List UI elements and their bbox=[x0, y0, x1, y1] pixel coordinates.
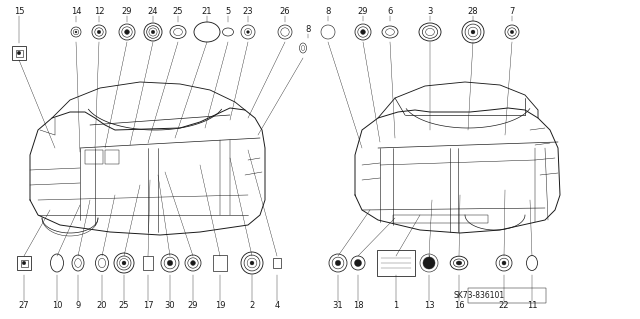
Text: 16: 16 bbox=[454, 300, 464, 309]
Bar bbox=[143, 256, 153, 270]
Text: 25: 25 bbox=[119, 300, 129, 309]
Circle shape bbox=[75, 31, 77, 33]
Text: 1: 1 bbox=[394, 300, 399, 309]
Bar bbox=[12, 46, 26, 60]
Text: 6: 6 bbox=[387, 8, 393, 17]
Text: 5: 5 bbox=[225, 8, 230, 17]
Text: 30: 30 bbox=[164, 300, 175, 309]
Text: 20: 20 bbox=[97, 300, 108, 309]
Bar bbox=[393, 215, 488, 223]
Text: 28: 28 bbox=[468, 8, 478, 17]
Bar bbox=[377, 250, 415, 276]
Circle shape bbox=[502, 261, 506, 265]
Text: 8: 8 bbox=[325, 8, 331, 17]
Text: 17: 17 bbox=[143, 300, 154, 309]
Text: 13: 13 bbox=[424, 300, 435, 309]
Text: 2: 2 bbox=[250, 300, 255, 309]
Text: 19: 19 bbox=[215, 300, 225, 309]
Circle shape bbox=[151, 30, 155, 34]
Circle shape bbox=[17, 51, 20, 55]
Text: SK73-836101: SK73-836101 bbox=[453, 292, 504, 300]
Text: 9: 9 bbox=[76, 300, 81, 309]
Text: 7: 7 bbox=[509, 8, 515, 17]
Circle shape bbox=[191, 261, 195, 265]
Text: 24: 24 bbox=[148, 8, 158, 17]
Bar bbox=[468, 288, 546, 303]
Circle shape bbox=[355, 259, 362, 266]
Text: 29: 29 bbox=[358, 8, 368, 17]
Circle shape bbox=[423, 257, 435, 269]
Circle shape bbox=[125, 30, 129, 34]
Bar bbox=[213, 255, 227, 271]
Text: 29: 29 bbox=[122, 8, 132, 17]
Text: 31: 31 bbox=[333, 300, 343, 309]
Text: 11: 11 bbox=[527, 300, 537, 309]
Text: 10: 10 bbox=[52, 300, 62, 309]
Text: 26: 26 bbox=[280, 8, 291, 17]
Text: 15: 15 bbox=[13, 8, 24, 17]
Text: 18: 18 bbox=[353, 300, 364, 309]
Circle shape bbox=[471, 30, 475, 34]
Circle shape bbox=[335, 260, 340, 266]
Bar bbox=[17, 256, 31, 270]
Text: 29: 29 bbox=[188, 300, 198, 309]
Circle shape bbox=[360, 30, 365, 34]
Ellipse shape bbox=[456, 261, 462, 265]
Text: 3: 3 bbox=[428, 8, 433, 17]
Text: 21: 21 bbox=[202, 8, 212, 17]
Bar bbox=[15, 49, 22, 56]
Text: 8: 8 bbox=[305, 26, 310, 34]
Bar bbox=[105, 150, 119, 164]
Circle shape bbox=[246, 31, 250, 33]
Circle shape bbox=[167, 260, 173, 266]
Text: 23: 23 bbox=[243, 8, 253, 17]
Text: 4: 4 bbox=[275, 300, 280, 309]
Bar bbox=[20, 259, 28, 266]
Text: 12: 12 bbox=[93, 8, 104, 17]
Text: 25: 25 bbox=[173, 8, 183, 17]
Text: 22: 22 bbox=[499, 300, 509, 309]
Circle shape bbox=[250, 261, 254, 265]
Text: 27: 27 bbox=[19, 300, 29, 309]
Circle shape bbox=[510, 30, 514, 34]
Circle shape bbox=[97, 30, 100, 34]
Circle shape bbox=[122, 261, 126, 265]
Text: 14: 14 bbox=[71, 8, 81, 17]
Bar bbox=[273, 258, 281, 268]
Circle shape bbox=[22, 261, 26, 265]
Bar bbox=[85, 150, 103, 164]
